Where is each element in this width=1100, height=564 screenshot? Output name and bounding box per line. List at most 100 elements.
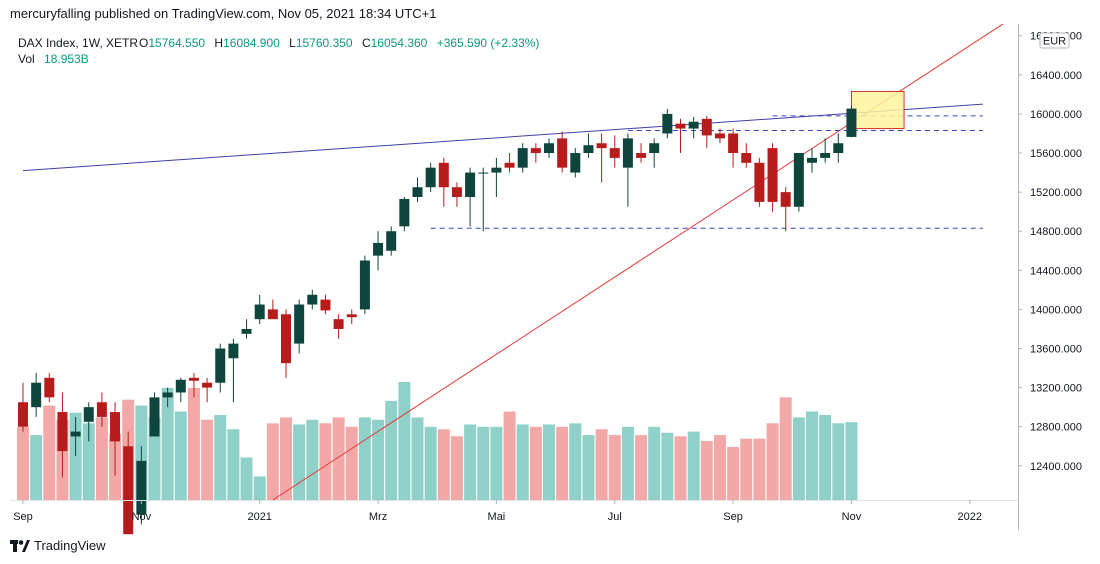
candle-body [346,314,357,318]
candle-body [70,431,81,437]
volume-bar [187,387,200,500]
volume-bar [595,429,608,500]
candle-body [241,328,252,334]
volume-bar [214,415,227,500]
volume-bar [411,417,424,500]
y-tick-label: 12400.000 [1030,461,1082,473]
volume-bar [792,417,805,500]
tradingview-brand-name: TradingView [34,538,106,553]
volume-bar [556,426,569,500]
volume-bar [385,400,398,500]
candle-body [649,143,660,154]
candle-body [544,143,554,154]
legend-volume: Vol 18.953B [18,52,89,66]
volume-bar [424,426,437,500]
candle-body [583,145,594,154]
volume-bar [240,457,253,500]
volume-bar [293,424,306,500]
x-tick-label: Nov [132,511,152,523]
volume-bar [450,436,463,500]
volume-bar [490,426,503,500]
highlight-box [850,90,905,130]
legend-open-value: 15764.550 [148,36,205,50]
candle-body [162,392,173,398]
y-tick-label: 16400.000 [1030,70,1082,82]
legend-change: +365.590 (+2.33%) [437,36,540,50]
volume-bar [779,397,792,500]
tradingview-logo-icon [10,539,30,552]
volume-bar [700,441,713,500]
volume-bar [621,426,634,500]
x-tick-label: 2021 [247,511,271,523]
volume-bar [687,431,700,500]
y-tick-label: 16000.000 [1030,109,1082,121]
volume-bar [740,438,753,500]
volume-bar [266,423,279,500]
legend-close-label: C [362,36,371,50]
candle-body [123,446,134,535]
candle-body [846,108,857,137]
volume-bar [372,419,385,500]
legend-close-value: 16054.360 [371,36,428,50]
volume-bar [332,417,345,500]
candle-body [202,382,213,388]
candle-body [622,138,633,168]
volume-bar [398,382,411,500]
volume-bar [95,417,108,500]
volume-bar [766,423,779,500]
legend-ohlc: O15764.550 H16084.900 L15760.350 C16054.… [139,36,539,50]
volume-bar [516,424,529,500]
candle-body [412,187,423,198]
candle-body [662,113,673,134]
candle-body [267,309,278,320]
volume-bar [727,446,740,500]
legend-low-value: 15760.350 [296,36,353,50]
volume-bar [674,436,687,500]
legend-high-label: H [214,36,223,50]
y-tick-label: 13600.000 [1030,344,1082,356]
candle-body [675,123,686,129]
x-tick-label: 2022 [958,511,982,523]
volume-bar [648,426,661,500]
legend-volume-value: 18.953B [44,52,89,66]
candle-body [596,143,607,149]
candle-body [333,319,344,329]
long-resistance-line [22,103,983,172]
candle-body [701,118,712,136]
volume-bar [464,424,477,500]
x-tick-label: Mrz [369,511,387,523]
candle-body [254,304,265,320]
legend-symbol[interactable]: DAX Index, 1W, XETR [18,36,138,50]
y-tick-label: 15200.000 [1030,187,1082,199]
candle-body [294,304,305,344]
volume-bar [17,426,29,500]
y-tick-label: 12800.000 [1030,422,1082,434]
candle-body [149,397,160,437]
candle-body [465,172,476,198]
candle-body [688,121,699,129]
candle-body [728,133,739,154]
volume-bar [569,423,582,500]
candle-body [793,153,804,207]
volume-bar [174,411,187,500]
volume-bar [358,417,371,500]
tradingview-branding[interactable]: TradingView [10,538,106,553]
volume-bar [477,426,490,500]
candle-body [110,412,121,442]
volume-bar [43,405,56,500]
volume-bar [819,415,832,500]
volume-bar [753,438,766,500]
candle-body [31,382,42,408]
candle-body [175,379,186,393]
candle-body [18,402,28,427]
publisher-line: mercuryfalling published on TradingView.… [10,6,437,21]
candle-body [57,412,68,452]
candle-body [320,299,331,311]
volume-bar [845,422,858,500]
volume-bar [148,417,161,500]
candle-body [399,198,410,227]
candle-body [754,162,765,202]
volume-bar [437,429,450,500]
candle-body [504,162,515,168]
